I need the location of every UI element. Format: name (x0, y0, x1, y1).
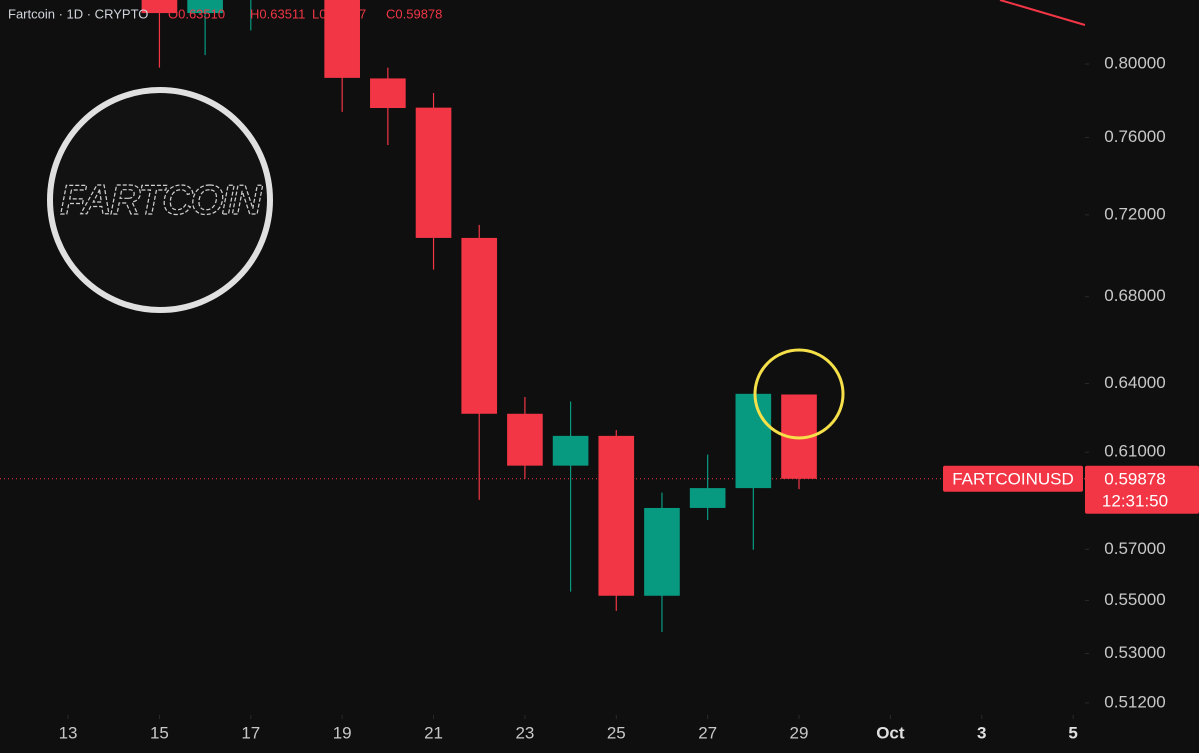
symbol-label: FARTCOINUSD (952, 469, 1074, 488)
y-tick-label: 0.61000 (1104, 442, 1165, 461)
x-tick-label: 23 (515, 723, 534, 742)
x-tick-label: 5 (1068, 723, 1077, 742)
legend-close: C0.59878 (386, 6, 442, 21)
x-tick-label: 3 (977, 723, 986, 742)
x-tick-label: 29 (790, 723, 809, 742)
x-tick-label: Oct (876, 723, 905, 742)
candle-body (644, 507, 680, 596)
y-tick-label: 0.76000 (1104, 127, 1165, 146)
legend-low: L0.59447 (312, 6, 366, 21)
legend-high: H0.63511 (250, 6, 305, 21)
logo: FARTCOIN (47, 87, 273, 313)
logo-circle (47, 87, 273, 313)
candle-body (370, 78, 406, 109)
candle-body (141, 0, 178, 14)
x-tick-label: 19 (333, 723, 352, 742)
countdown-label: 12:31:50 (1102, 491, 1168, 510)
candle-body (461, 237, 498, 414)
price-label: 0.59878 (1104, 469, 1165, 488)
y-tick-label: 0.53000 (1104, 643, 1165, 662)
y-tick-label: 0.51200 (1104, 692, 1165, 711)
legend-open: O0.63510 (168, 6, 225, 21)
symbol-label-box (943, 465, 1083, 492)
x-tick-label: 27 (698, 723, 717, 742)
candle-body (187, 0, 223, 14)
y-tick-label: 0.68000 (1104, 286, 1165, 305)
legend: Fartcoin · 1D · CRYPTO O0.63510 H0.63511… (8, 6, 442, 21)
y-tick-label: 0.64000 (1104, 373, 1165, 392)
x-tick-label: 25 (607, 723, 626, 742)
x-tick-label: 17 (241, 723, 260, 742)
candle-body (552, 435, 589, 466)
legend-title: Fartcoin · 1D · CRYPTO (8, 6, 148, 21)
y-tick-label: 0.55000 (1104, 590, 1165, 609)
y-tick-label: 0.72000 (1104, 204, 1165, 223)
candle-body (689, 488, 726, 508)
highlight-circle (753, 348, 845, 440)
candle-body (598, 435, 635, 596)
x-tick-label: 15 (150, 723, 169, 742)
x-tick-label: 21 (424, 723, 443, 742)
price-label-box (1085, 465, 1199, 514)
plot-area (0, 0, 1085, 633)
trend-line (999, 0, 1086, 26)
y-tick-label: 0.80000 (1104, 54, 1165, 73)
logo-text: FARTCOIN (60, 176, 264, 223)
y-tick-label: 0.57000 (1104, 539, 1165, 558)
candle-body (415, 107, 452, 238)
candle-body (507, 413, 543, 466)
candle-body (324, 0, 360, 78)
candle-body (735, 393, 772, 489)
x-tick-label: 13 (59, 723, 78, 742)
